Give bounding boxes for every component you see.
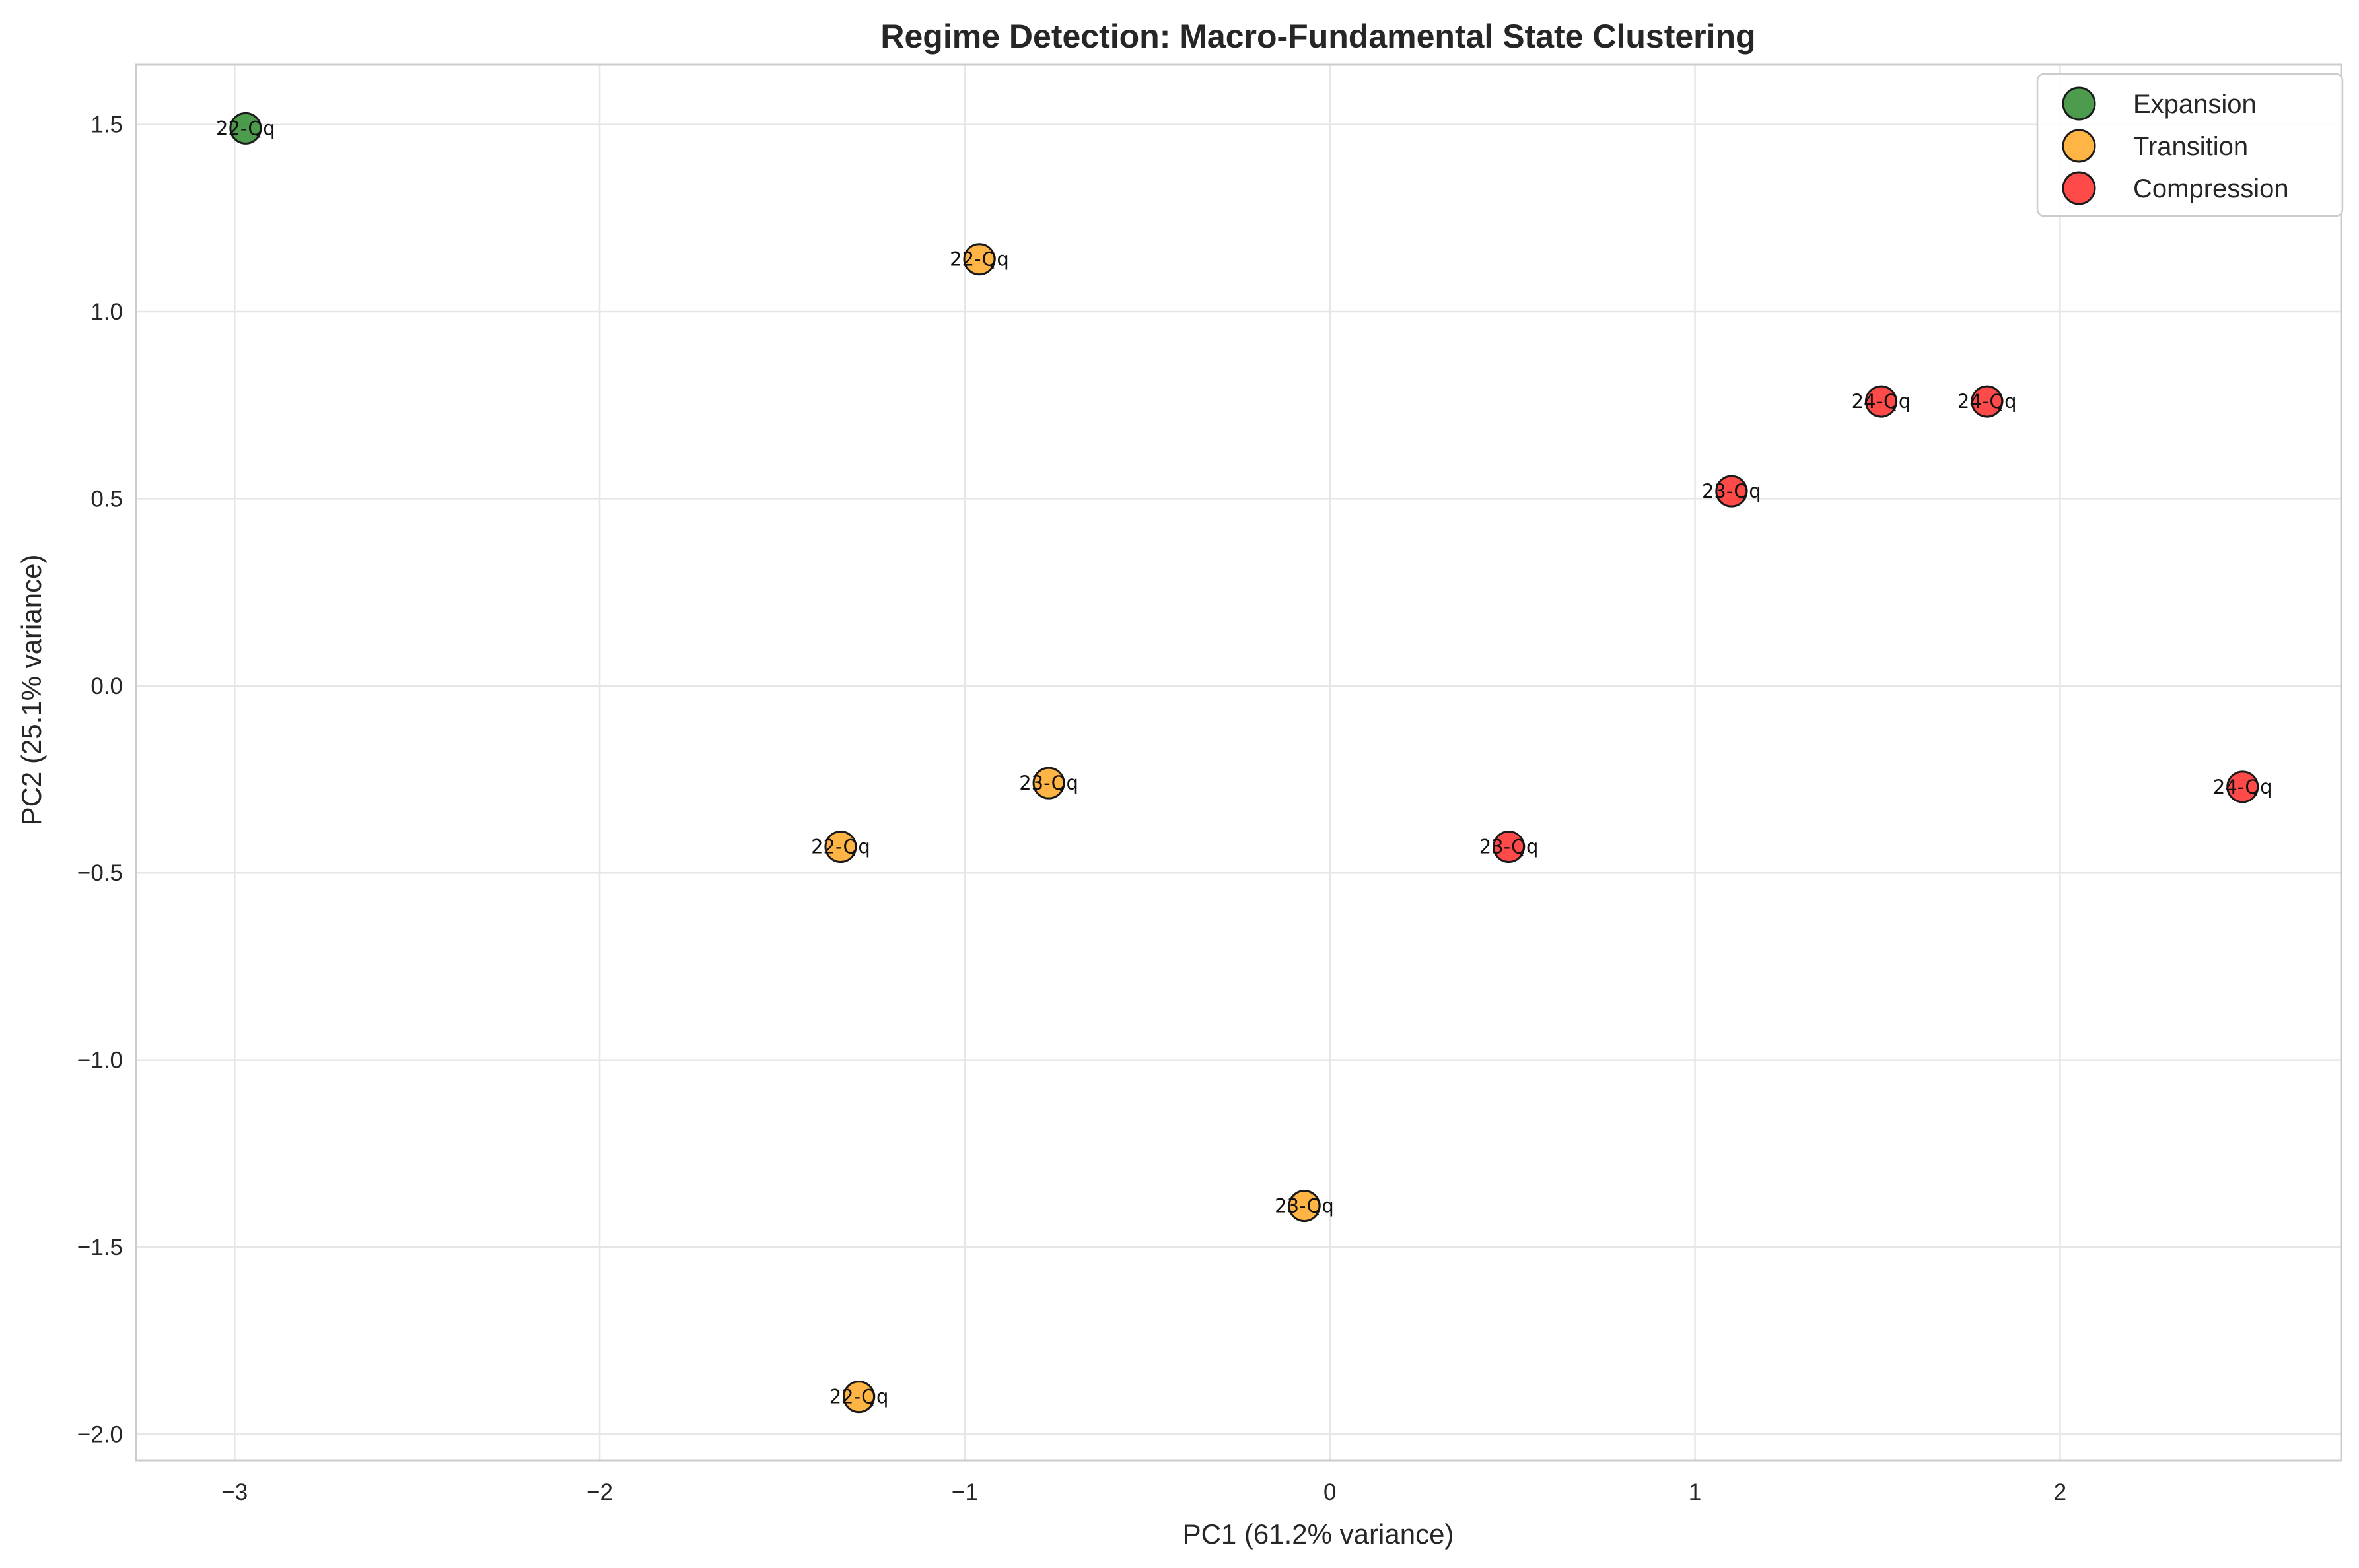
legend-box bbox=[2036, 73, 2344, 217]
data-point-compression bbox=[1715, 475, 1748, 508]
data-point-transition bbox=[1288, 1190, 1321, 1223]
grid-lines bbox=[136, 65, 2341, 1460]
data-point-label: 23-Qq bbox=[1275, 1195, 1334, 1217]
data-point-compression bbox=[1493, 831, 1526, 864]
data-point-transition bbox=[963, 243, 996, 276]
y-tick-label: −1.5 bbox=[77, 1235, 123, 1260]
y-tick-label: 0.5 bbox=[90, 486, 123, 512]
legend-marker-expansion bbox=[2062, 86, 2096, 121]
y-axis-ticks: −2.0 −1.5 −1.0 −0.5 0.0 0.5 1.0 1.5 bbox=[77, 112, 123, 1448]
data-point-label: 22-Qq bbox=[950, 248, 1009, 271]
data-point-expansion bbox=[229, 112, 262, 145]
x-tick-label: −2 bbox=[586, 1480, 613, 1505]
y-tick-label: 1.0 bbox=[90, 299, 123, 325]
y-tick-label: 1.5 bbox=[90, 112, 123, 138]
x-tick-label: 0 bbox=[1323, 1480, 1336, 1505]
x-tick-label: −1 bbox=[952, 1480, 978, 1505]
y-tick-label: −0.5 bbox=[77, 860, 123, 886]
y-tick-label: 0.0 bbox=[90, 673, 123, 699]
data-point-label: 24-Qq bbox=[2213, 776, 2272, 798]
data-point-label: 22-Qq bbox=[811, 836, 870, 858]
point-labels: 22-Qq 22-Qq 23-Qq 22-Qq 23-Qq 22-Qq 24-Qq 24-Qq… bbox=[216, 117, 2272, 1408]
data-point-transition bbox=[1032, 767, 1065, 800]
data-point-transition bbox=[824, 831, 857, 864]
legend: Expansion Transition Compression bbox=[2036, 73, 2344, 217]
data-point-label: 23-Qq bbox=[1479, 836, 1539, 858]
legend-label-compression: Compression bbox=[2133, 174, 2289, 203]
legend-marker-transition bbox=[2062, 129, 2096, 163]
legend-label-transition: Transition bbox=[2133, 132, 2248, 161]
data-point-label: 23-Qq bbox=[1702, 480, 1761, 502]
data-points bbox=[229, 112, 2259, 1414]
y-tick-label: −1.0 bbox=[77, 1048, 123, 1074]
data-point-transition bbox=[843, 1381, 876, 1414]
y-tick-label: −2.0 bbox=[77, 1421, 123, 1447]
x-tick-label: −3 bbox=[221, 1480, 248, 1505]
data-point-compression bbox=[1864, 385, 1897, 418]
data-point-label: 23-Qq bbox=[1019, 772, 1078, 794]
x-axis-ticks: −3 −2 −1 0 1 2 bbox=[221, 1480, 2066, 1505]
legend-label-expansion: Expansion bbox=[2133, 90, 2257, 119]
plot-area-frame bbox=[135, 63, 2342, 1462]
data-point-compression bbox=[2226, 770, 2259, 803]
data-point-label: 24-Qq bbox=[1957, 390, 2017, 413]
data-point-label: 24-Qq bbox=[1852, 390, 1911, 413]
data-point-label: 22-Qq bbox=[216, 117, 275, 139]
legend-marker-compression bbox=[2062, 171, 2096, 205]
x-tick-label: 1 bbox=[1689, 1480, 1701, 1505]
x-axis-label: PC1 (61.2% variance) bbox=[1183, 1518, 1454, 1550]
chart-title: Regime Detection: Macro-Fundamental Stat… bbox=[880, 18, 1755, 55]
data-point-compression bbox=[1971, 385, 2004, 418]
y-axis-label: PC2 (25.1% variance) bbox=[16, 555, 47, 826]
data-point-label: 22-Qq bbox=[829, 1386, 889, 1408]
x-tick-label: 2 bbox=[2054, 1480, 2066, 1505]
